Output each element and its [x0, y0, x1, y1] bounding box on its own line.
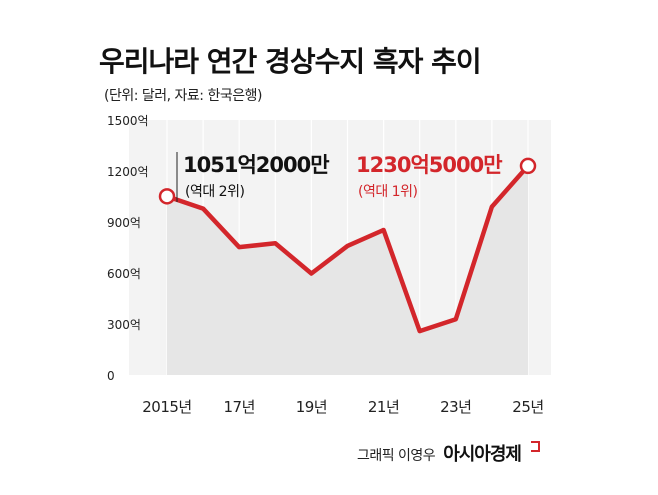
y-tick-label: 0 — [107, 369, 115, 383]
annotation-rank: (역대 1위) — [358, 184, 417, 200]
annotation-value: 1051억2000만 — [183, 153, 329, 177]
y-tick-label: 1200억 — [107, 165, 149, 179]
brand-mark-icon — [531, 441, 540, 452]
x-tick-label: 19년 — [296, 398, 327, 416]
area-fill — [167, 165, 528, 375]
y-tick-label: 1500억 — [107, 114, 149, 128]
credit-brand-logo: 아시아경제 — [443, 444, 522, 465]
x-tick-label: 21년 — [368, 398, 399, 416]
data-point-marker — [158, 188, 176, 205]
x-tick-label: 25년 — [512, 398, 543, 416]
data-point-marker — [519, 157, 537, 175]
y-tick-label: 900억 — [107, 216, 141, 230]
series-line — [164, 163, 531, 334]
x-tick-label: 23년 — [440, 398, 471, 416]
credit: 그래픽 이영우 아시아경제 — [357, 440, 540, 466]
x-tick-label: 2015년 — [142, 398, 191, 416]
y-tick-label: 300억 — [107, 318, 141, 332]
y-tick-label: 600억 — [107, 267, 141, 281]
annotation-rank: (역대 2위) — [185, 184, 244, 200]
annotation-value: 1230억5000만 — [356, 153, 502, 177]
chart-title: 우리나라 연간 경상수지 흑자 추이 — [99, 45, 482, 78]
credit-graphic: 그래픽 이영우 — [356, 448, 436, 464]
chart-subtitle: (단위: 달러, 자료: 한국은행) — [104, 88, 262, 104]
x-tick-label: 17년 — [224, 398, 255, 416]
